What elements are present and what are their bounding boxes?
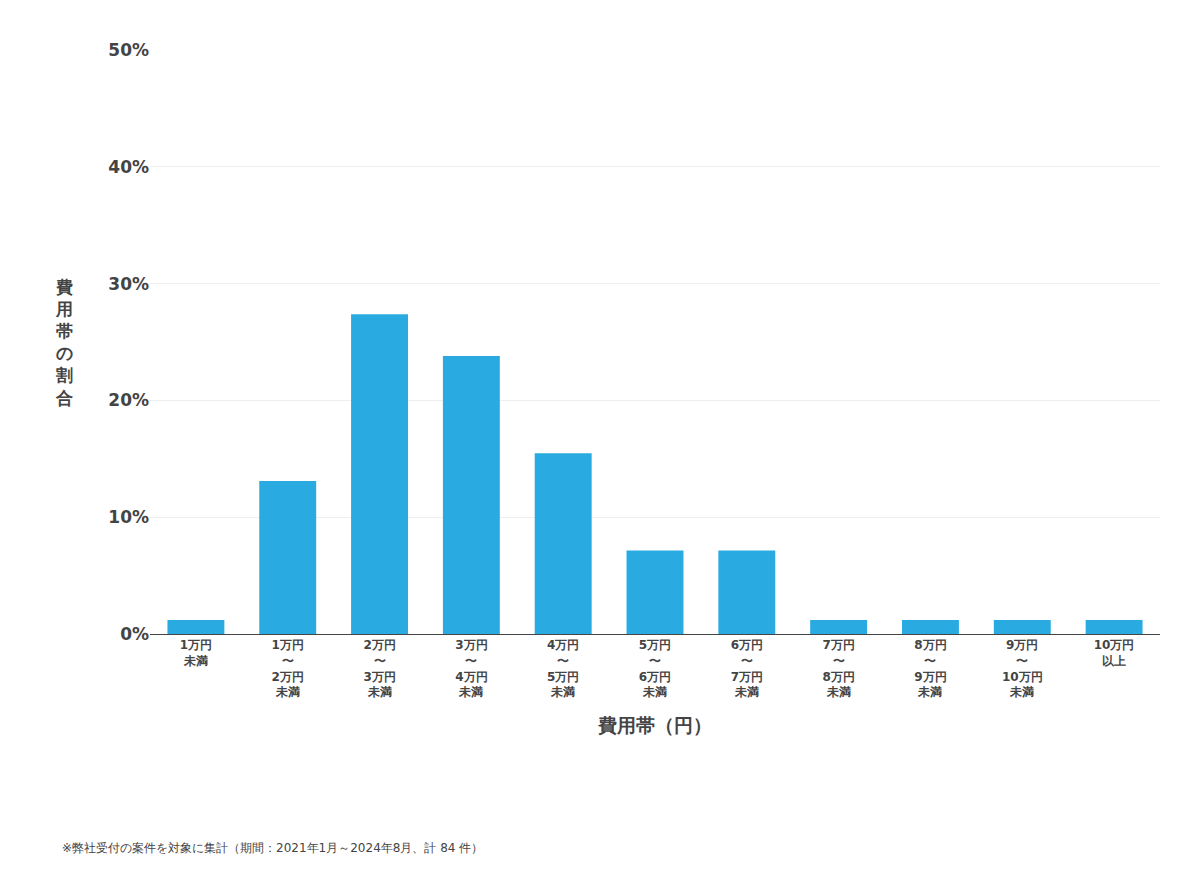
svg-text:40%: 40% (108, 157, 149, 177)
svg-text:30%: 30% (108, 274, 149, 294)
svg-text:費用帯（円）: 費用帯（円） (597, 714, 712, 736)
svg-text:10%: 10% (108, 507, 149, 527)
svg-text:20%: 20% (108, 390, 149, 410)
svg-text:10万円以上: 10万円以上 (1094, 638, 1135, 668)
svg-text:2万円〜3万円未満: 2万円〜3万円未満 (363, 638, 395, 699)
svg-text:※弊社受付の案件を対象に集計（期間：2021年1月～2024: ※弊社受付の案件を対象に集計（期間：2021年1月～2024年8月、計 84 件… (62, 841, 483, 855)
svg-text:5万円〜6万円未満: 5万円〜6万円未満 (639, 638, 671, 699)
svg-text:1万円〜2万円未満: 1万円〜2万円未満 (272, 638, 304, 699)
svg-text:6万円〜7万円未満: 6万円〜7万円未満 (731, 638, 763, 699)
svg-text:9万円〜10万円未満: 9万円〜10万円未満 (1002, 638, 1043, 699)
svg-text:8万円〜9万円未満: 8万円〜9万円未満 (914, 638, 946, 699)
svg-text:50%: 50% (108, 40, 149, 60)
svg-text:0%: 0% (120, 624, 149, 644)
svg-text:7万円〜8万円未満: 7万円〜8万円未満 (822, 638, 854, 699)
svg-text:費用帯の割合: 費用帯の割合 (55, 277, 73, 408)
svg-text:3万円〜4万円未満: 3万円〜4万円未満 (455, 638, 487, 699)
svg-text:4万円〜5万円未満: 4万円〜5万円未満 (547, 638, 579, 699)
svg-text:1万円未満: 1万円未満 (180, 638, 212, 668)
